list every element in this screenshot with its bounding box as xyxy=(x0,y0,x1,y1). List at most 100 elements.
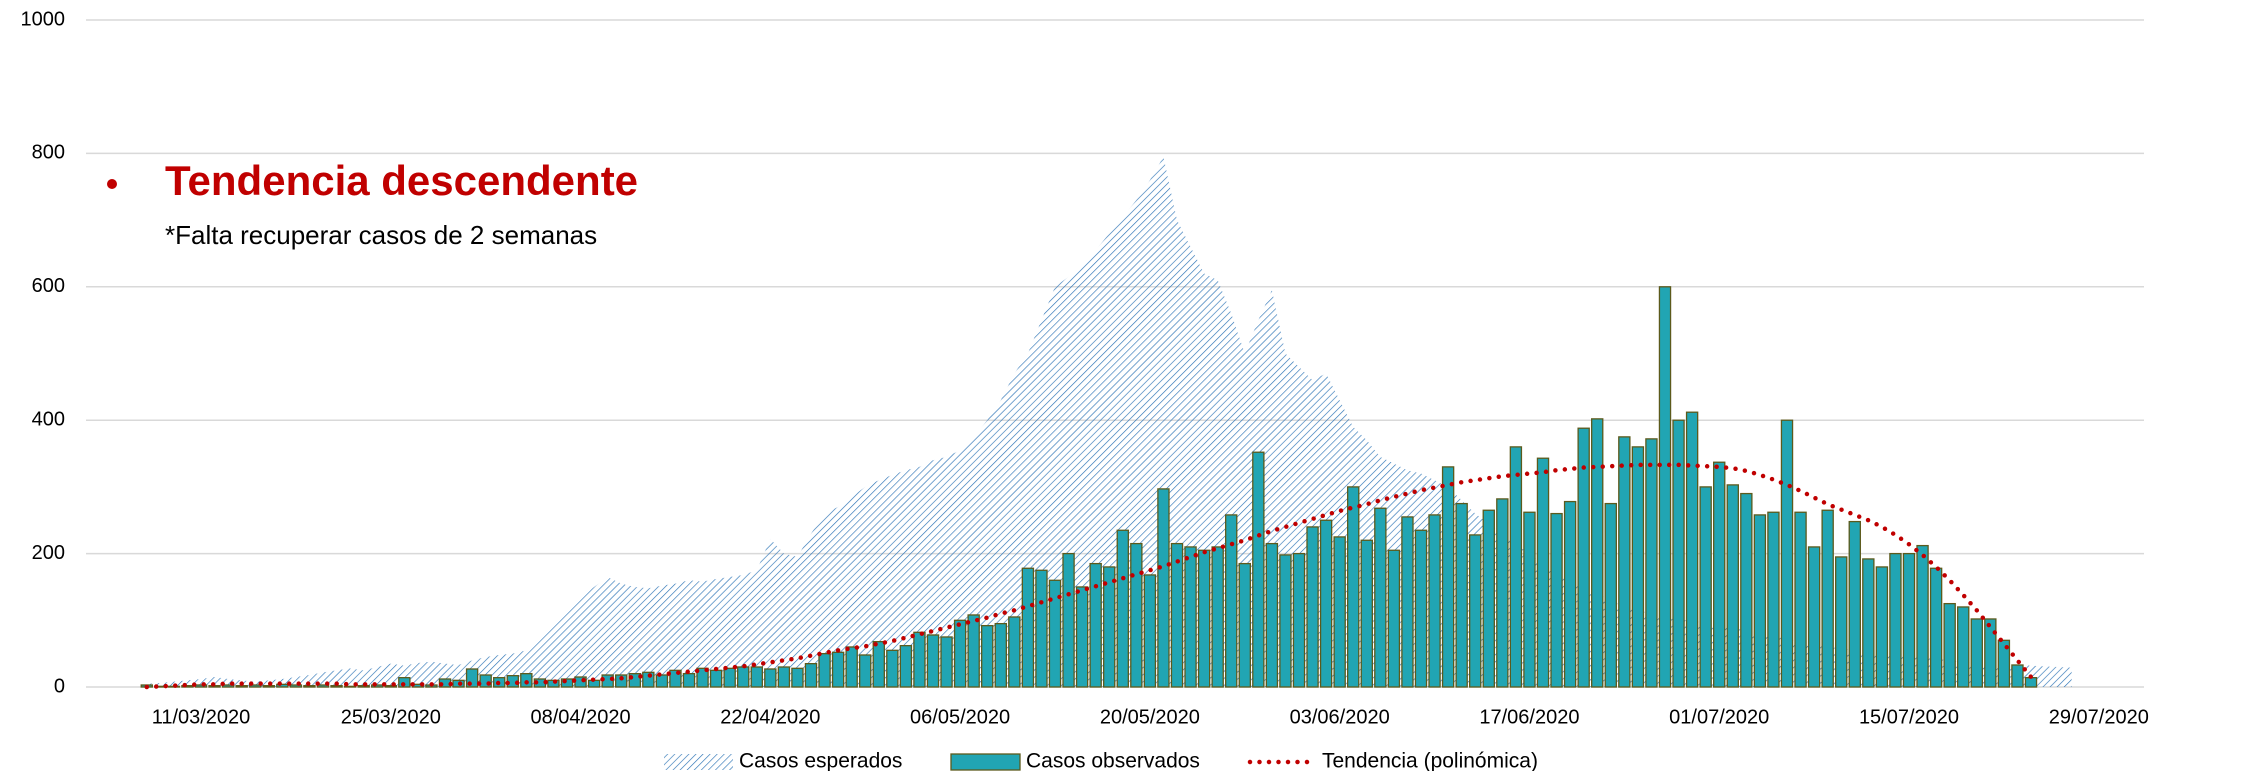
bar xyxy=(1875,566,1889,688)
bar xyxy=(696,667,709,688)
legend-swatch xyxy=(950,753,1021,771)
bar xyxy=(1591,418,1604,688)
bar xyxy=(831,651,845,688)
bar xyxy=(1984,618,1997,688)
bar xyxy=(1401,516,1414,688)
bar xyxy=(764,668,777,688)
bar xyxy=(777,666,791,688)
bar xyxy=(1740,492,1753,688)
bar xyxy=(791,667,804,688)
bar xyxy=(276,683,289,688)
bar xyxy=(1943,602,1956,688)
bar xyxy=(899,644,913,688)
bar xyxy=(1645,438,1658,688)
y-tick-label: 0 xyxy=(54,675,65,697)
y-tick-label: 600 xyxy=(32,275,65,297)
bar xyxy=(1347,486,1360,688)
legend-swatch xyxy=(664,754,733,770)
bar xyxy=(1319,519,1333,688)
bar xyxy=(1658,286,1672,688)
bar xyxy=(1807,546,1821,688)
bar xyxy=(1848,520,1861,688)
bar xyxy=(1672,419,1685,688)
x-tick-label: 01/07/2020 xyxy=(1669,706,1769,728)
bar xyxy=(1469,534,1482,688)
bar xyxy=(1957,606,1970,688)
bar xyxy=(886,649,899,688)
bar xyxy=(479,674,492,688)
x-tick-label: 20/05/2020 xyxy=(1100,706,1200,728)
y-tick-label: 200 xyxy=(32,542,65,564)
bar xyxy=(628,673,641,688)
bar xyxy=(1631,446,1645,688)
bar xyxy=(804,663,818,688)
bar xyxy=(1035,569,1048,688)
bar xyxy=(1252,451,1265,688)
bar xyxy=(859,654,872,688)
bar xyxy=(709,669,723,688)
bar xyxy=(2011,664,2024,688)
bar xyxy=(1333,536,1346,688)
bar xyxy=(343,685,357,688)
bar xyxy=(1414,529,1428,688)
bar xyxy=(940,636,953,688)
bar xyxy=(1509,446,1523,688)
bar xyxy=(1889,552,1902,688)
bar xyxy=(1496,498,1509,688)
y-tick-label: 800 xyxy=(32,142,65,164)
bar xyxy=(682,673,696,688)
bar xyxy=(1008,616,1021,688)
bar xyxy=(1292,552,1306,688)
bar xyxy=(1929,567,1943,688)
x-tick-label: 25/03/2020 xyxy=(341,706,441,728)
bar xyxy=(981,624,994,688)
bar xyxy=(1821,509,1834,688)
legend-label: Tendencia (polinómica) xyxy=(1322,750,1538,771)
bar xyxy=(818,653,831,688)
bar xyxy=(1360,539,1373,688)
bar xyxy=(1685,411,1699,688)
bar xyxy=(1075,586,1089,688)
bar xyxy=(398,677,411,688)
bar xyxy=(967,614,980,688)
bar xyxy=(1157,488,1170,688)
area xyxy=(146,156,2072,688)
bar xyxy=(845,646,858,688)
bar xyxy=(642,671,655,688)
bar xyxy=(1794,511,1807,688)
bar xyxy=(1143,574,1157,688)
bar xyxy=(669,669,682,688)
bar xyxy=(1563,500,1577,688)
bar xyxy=(560,678,574,688)
bullet xyxy=(107,179,117,189)
bar xyxy=(1170,542,1184,688)
bar xyxy=(655,674,669,688)
bar xyxy=(1482,509,1495,688)
bar xyxy=(1441,466,1455,688)
bar xyxy=(913,631,926,688)
bar xyxy=(872,640,885,688)
bar xyxy=(994,622,1007,688)
bar xyxy=(1211,546,1224,688)
bar xyxy=(1726,484,1739,688)
bar xyxy=(1455,502,1468,688)
bar xyxy=(1387,549,1401,688)
bar xyxy=(1753,514,1767,688)
bar xyxy=(262,685,275,688)
bar xyxy=(1862,558,1875,688)
bar xyxy=(1279,554,1292,688)
bar xyxy=(1428,514,1441,688)
bar xyxy=(1780,419,1794,688)
x-tick-label: 08/04/2020 xyxy=(531,706,631,728)
annotation: Tendencia descendente xyxy=(165,157,638,204)
bar xyxy=(384,685,397,688)
x-tick-label: 22/04/2020 xyxy=(720,706,820,728)
bar xyxy=(723,667,736,688)
x-tick-label: 17/06/2020 xyxy=(1479,706,1579,728)
bar xyxy=(1374,507,1387,688)
bar xyxy=(1130,542,1143,688)
bar xyxy=(1021,567,1035,688)
bar xyxy=(1238,562,1251,688)
bar xyxy=(1604,502,1617,688)
